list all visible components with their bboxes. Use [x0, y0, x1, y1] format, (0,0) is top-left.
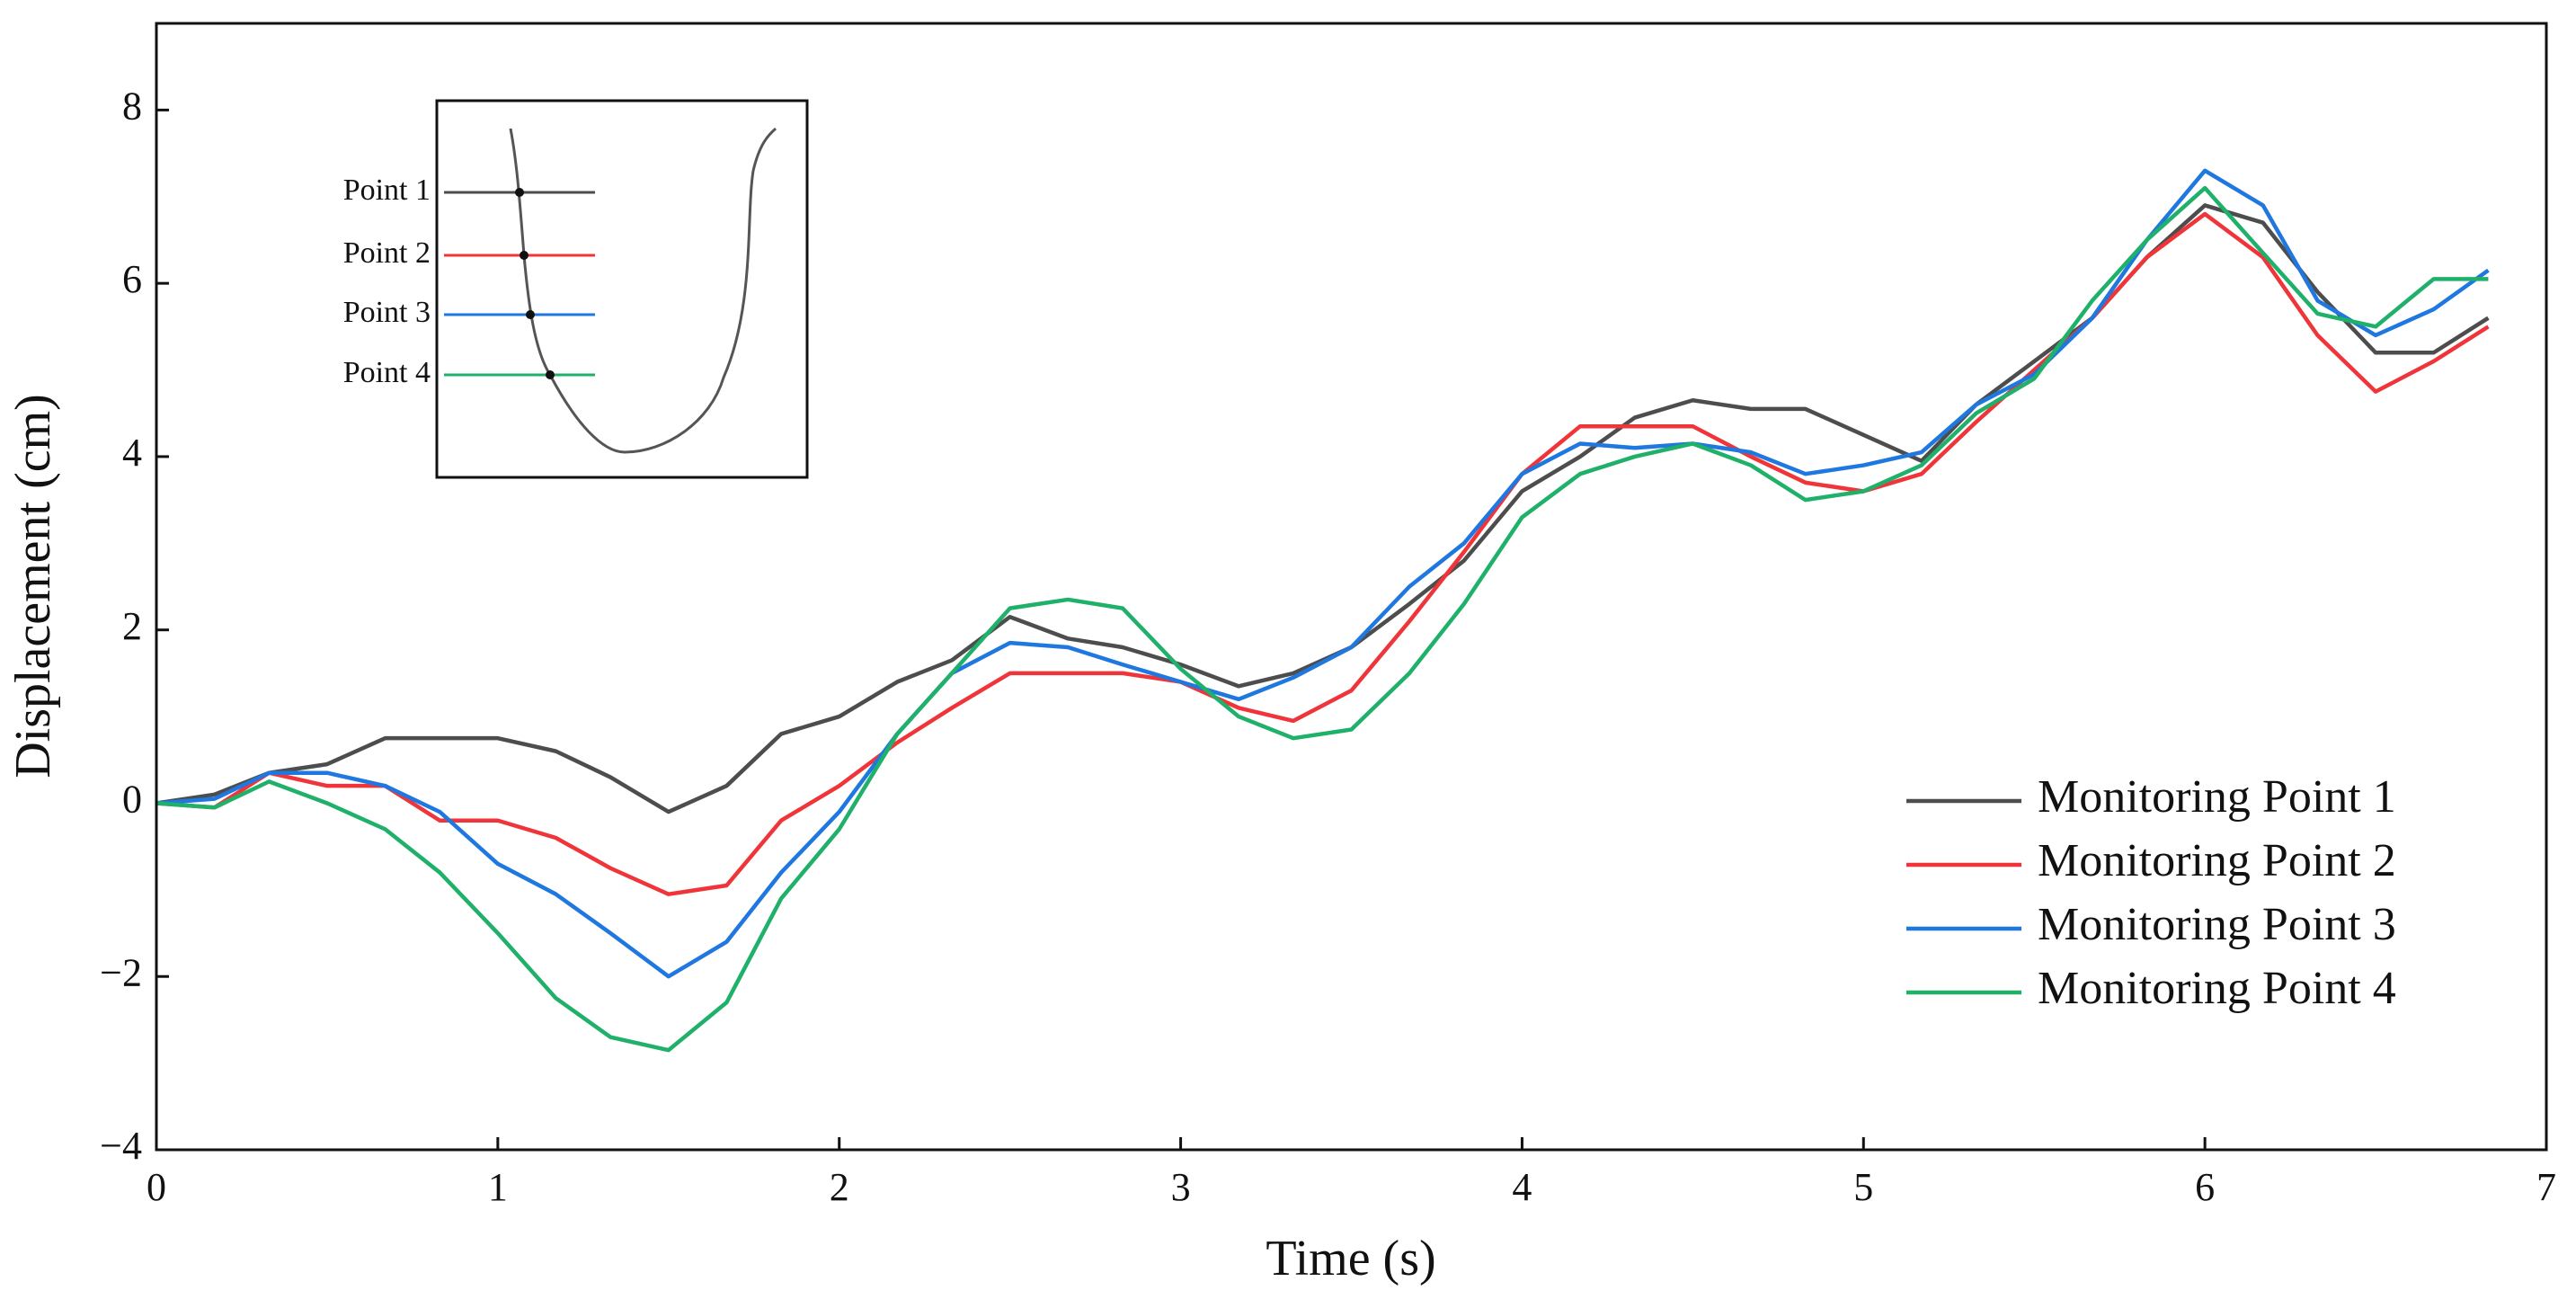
- series-line: [155, 168, 2490, 979]
- inset-point: [515, 188, 524, 197]
- inset-point: [546, 370, 555, 379]
- x-tick-label: 7: [2536, 1165, 2556, 1209]
- x-axis-label: Time (s): [1266, 1231, 1435, 1286]
- inset-label: Point 4: [343, 356, 431, 389]
- legend-label: Monitoring Point 4: [2038, 963, 2396, 1014]
- legend-label: Monitoring Point 1: [2038, 771, 2396, 823]
- inset-frame: [435, 99, 809, 479]
- series-line: [155, 185, 2489, 1053]
- inset-point: [520, 251, 529, 260]
- y-tick-label: 2: [122, 604, 142, 648]
- y-tick-label: 8: [122, 84, 142, 128]
- y-tick-label: −2: [100, 950, 142, 994]
- legend-label: Monitoring Point 3: [2038, 899, 2396, 950]
- y-tick-label: −4: [100, 1124, 142, 1168]
- legend-label: Monitoring Point 2: [2038, 835, 2396, 886]
- inset-label: Point 3: [343, 296, 431, 329]
- x-tick-label: 3: [1171, 1165, 1191, 1209]
- inset-label: Point 2: [343, 236, 431, 270]
- inset-label: Point 1: [343, 174, 431, 207]
- inset-point: [526, 310, 535, 319]
- plot-frame: [155, 22, 2548, 1152]
- x-tick-label: 6: [2195, 1165, 2215, 1209]
- y-tick-label: 0: [122, 778, 142, 822]
- x-tick-label: 4: [1512, 1165, 1532, 1209]
- x-tick-label: 1: [488, 1165, 508, 1209]
- x-tick-label: 0: [147, 1165, 166, 1209]
- y-axis-label: Displacement (cm): [5, 394, 61, 779]
- x-tick-label: 5: [1853, 1165, 1873, 1209]
- y-tick-label: 6: [122, 257, 142, 301]
- inset: Point 1 Point 2 Point 3 Point 4: [343, 99, 809, 479]
- y-tick-label: 4: [122, 431, 142, 475]
- x-tick-label: 2: [830, 1165, 849, 1209]
